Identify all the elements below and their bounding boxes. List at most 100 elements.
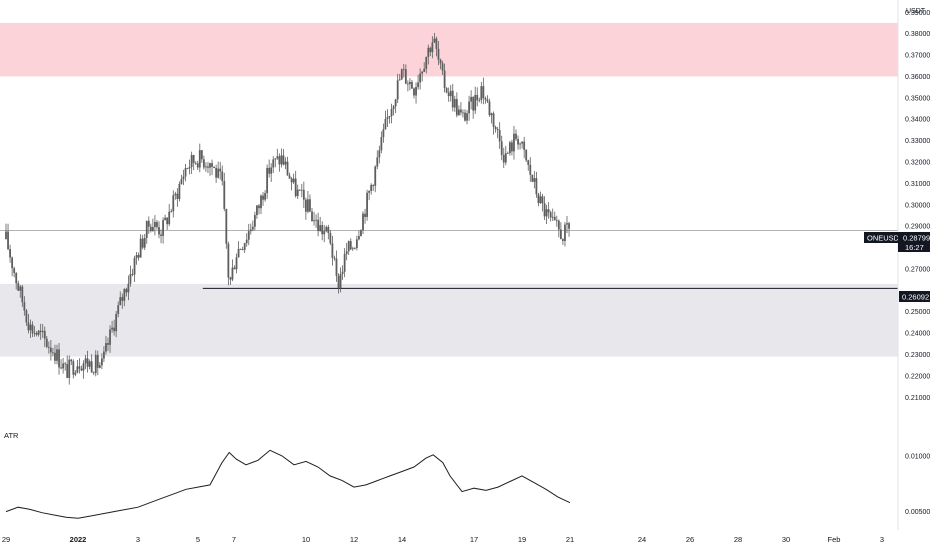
candle bbox=[31, 321, 34, 338]
candle bbox=[504, 145, 507, 166]
candle-body bbox=[151, 227, 154, 232]
candle-body bbox=[388, 115, 391, 118]
candle-body bbox=[431, 42, 434, 53]
candle-body bbox=[221, 171, 224, 182]
candle bbox=[392, 104, 395, 116]
candle bbox=[274, 158, 277, 168]
candle-body bbox=[462, 112, 464, 114]
candle-body bbox=[364, 213, 366, 217]
candle-body bbox=[41, 330, 44, 333]
candle bbox=[188, 159, 191, 175]
candle-body bbox=[349, 241, 352, 250]
candle bbox=[25, 308, 28, 326]
candle-body bbox=[545, 209, 548, 217]
candle bbox=[482, 77, 485, 105]
candle bbox=[227, 241, 230, 286]
candle-body bbox=[443, 70, 446, 88]
candle bbox=[184, 164, 187, 182]
candle bbox=[139, 234, 142, 258]
candle bbox=[339, 267, 342, 293]
candle-body bbox=[209, 163, 211, 168]
atr-line bbox=[5, 449, 571, 519]
candle-body bbox=[345, 251, 348, 255]
candle-body bbox=[239, 248, 242, 250]
candle-body bbox=[9, 249, 11, 258]
candle bbox=[329, 230, 332, 246]
candle bbox=[33, 326, 36, 337]
candle bbox=[549, 210, 552, 222]
candle-body bbox=[180, 179, 183, 184]
symbol-tag: ONEUSDT bbox=[867, 234, 904, 243]
candle-body bbox=[266, 167, 269, 194]
candle bbox=[239, 248, 242, 250]
candle bbox=[372, 184, 375, 191]
candle bbox=[511, 139, 513, 156]
candle-body bbox=[284, 161, 287, 165]
candle bbox=[158, 221, 160, 239]
symbol-price-tag: ONEUSDT 0.28799 16:27 bbox=[864, 232, 930, 252]
candle bbox=[304, 197, 307, 220]
candle bbox=[209, 162, 211, 176]
candle bbox=[258, 203, 260, 215]
candle bbox=[68, 355, 71, 385]
x-tick-label: 28 bbox=[734, 535, 742, 544]
candle bbox=[333, 255, 336, 261]
candle bbox=[113, 319, 116, 336]
candle-body bbox=[484, 98, 487, 100]
candle bbox=[100, 353, 103, 370]
candle-body bbox=[566, 223, 568, 225]
candle-body bbox=[476, 94, 479, 101]
candle-body bbox=[72, 361, 75, 375]
candle-body bbox=[129, 274, 132, 284]
candle bbox=[307, 190, 309, 214]
candle-body bbox=[390, 109, 393, 116]
candle bbox=[564, 222, 566, 247]
candle-body bbox=[313, 220, 315, 222]
candle-body bbox=[347, 241, 350, 252]
candle bbox=[462, 109, 464, 118]
candle bbox=[294, 170, 297, 198]
candle bbox=[47, 341, 50, 354]
candle-body bbox=[360, 230, 362, 237]
candle-body bbox=[358, 236, 360, 240]
candle bbox=[276, 148, 279, 160]
candle bbox=[207, 161, 209, 173]
candle bbox=[351, 246, 354, 251]
candle bbox=[43, 326, 46, 347]
candle-body bbox=[70, 359, 73, 362]
candle-body bbox=[447, 92, 450, 97]
candle-body bbox=[219, 168, 222, 172]
candle-body bbox=[409, 81, 411, 85]
price-axis: 0.21000 0.22000 0.23000 0.24000 0.25000 0.270… bbox=[905, 10, 930, 402]
candle-body bbox=[535, 178, 538, 195]
candle bbox=[537, 192, 540, 207]
candle bbox=[364, 208, 366, 224]
candle bbox=[21, 284, 24, 307]
candle bbox=[437, 41, 440, 66]
y-tick-label: 0.31000 bbox=[905, 181, 930, 188]
candle bbox=[213, 166, 215, 169]
candle bbox=[296, 184, 299, 199]
atr-tick-label: 0.01000 bbox=[905, 453, 930, 460]
candle-body bbox=[125, 289, 128, 293]
candle bbox=[555, 215, 558, 227]
candle-body bbox=[531, 174, 534, 182]
candle-body bbox=[145, 220, 148, 238]
candle-body bbox=[488, 101, 491, 116]
candle-body bbox=[319, 225, 322, 232]
candle-body bbox=[249, 229, 252, 232]
candle bbox=[390, 103, 393, 124]
candle-body bbox=[547, 209, 550, 213]
candle bbox=[470, 90, 473, 110]
candle-body bbox=[96, 354, 99, 368]
candle bbox=[202, 155, 205, 170]
candle bbox=[396, 73, 399, 104]
y-tick-label: 0.23000 bbox=[905, 352, 930, 359]
candle-body bbox=[68, 359, 71, 378]
candle-body bbox=[490, 113, 493, 116]
candle bbox=[349, 238, 352, 251]
candle-body bbox=[470, 96, 473, 102]
candle-body bbox=[329, 232, 332, 244]
candle-body bbox=[404, 69, 407, 84]
